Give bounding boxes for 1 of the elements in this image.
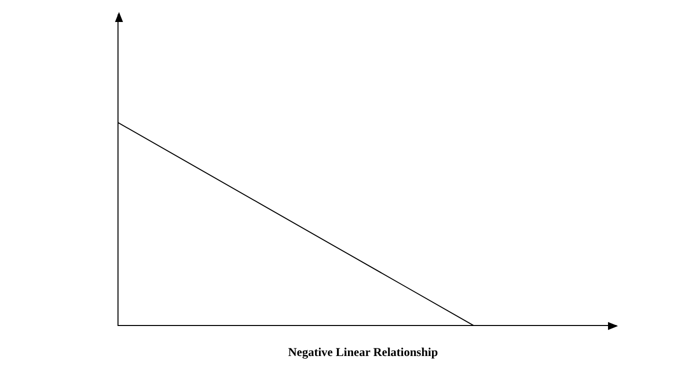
text: Negative Linear Relationship (287, 345, 439, 360)
